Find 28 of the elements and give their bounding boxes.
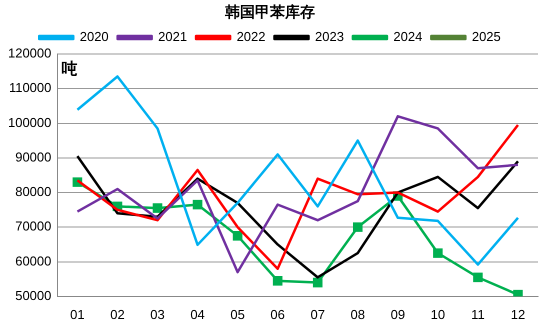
y-tick-label: 100000 [8,114,52,130]
y-tick-label: 90000 [15,149,52,164]
x-tick-label: 06 [270,306,285,322]
x-tick-label: 02 [110,306,125,322]
x-tick-label: 05 [230,306,245,322]
y-tick-label: 80000 [15,184,52,200]
x-tick-label: 10 [430,306,446,322]
legend-label: 2021 [158,29,188,44]
x-tick-label: 08 [350,306,365,322]
x-tick-label: 12 [510,306,526,322]
legend-label: 2025 [472,29,501,44]
x-tick-label: 11 [471,306,485,322]
y-tick-label: 50000 [15,288,52,303]
y-axis-title: 吨 [61,60,78,78]
y-tick-label: 60000 [15,253,52,268]
x-tick-label: 07 [310,306,325,322]
legend-label: 2022 [236,29,266,44]
x-tick-label: 01 [70,306,85,322]
x-tick-label: 03 [150,306,165,322]
y-tick-label: 110000 [8,80,52,96]
chart-title: 韩国甲苯库存 [224,3,315,22]
legend-label: 2020 [80,29,109,44]
legend-label: 2024 [393,29,422,44]
x-tick-label: 09 [390,306,406,322]
y-tick-label: 120000 [8,46,52,61]
legend-label: 2023 [315,29,344,44]
y-tick-label: 70000 [15,218,52,234]
x-tick-label: 04 [190,306,205,322]
